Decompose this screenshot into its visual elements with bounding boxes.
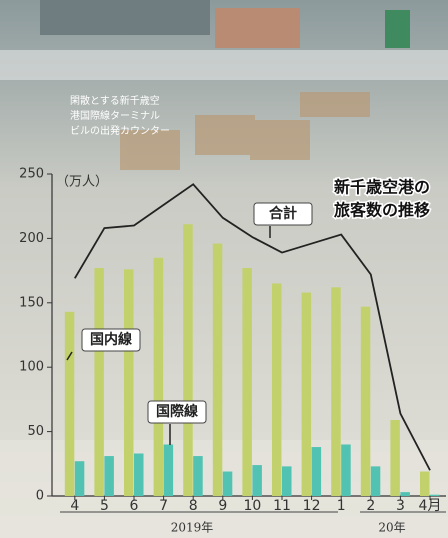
year-label: 20年: [378, 521, 405, 535]
callout-box: [81, 328, 141, 352]
photo-wall: [215, 8, 300, 48]
x-tick-label: 11: [273, 498, 291, 514]
bar: [242, 268, 252, 496]
caption-line: 港国際線ターミナル: [70, 109, 160, 122]
callout-box: [147, 400, 207, 424]
photo-counter: [0, 50, 448, 80]
bar: [301, 292, 312, 496]
year-label: 2019年: [171, 521, 214, 535]
bar: [272, 283, 282, 496]
y-unit: （万人）: [56, 175, 108, 190]
y-tick-label: 200: [19, 231, 44, 246]
x-tick-label: 7: [159, 498, 168, 514]
x-tick-label: 1: [337, 498, 346, 514]
bar: [430, 494, 440, 496]
bar: [94, 268, 104, 496]
bar: [341, 444, 351, 496]
bar: [64, 311, 75, 496]
bar: [400, 492, 410, 496]
photo-seats: [120, 92, 370, 170]
series-label: 国際線: [156, 403, 198, 420]
chart-title: 新千歳空港の: [334, 178, 430, 197]
x-tick-label: 9: [218, 498, 227, 514]
bar: [282, 466, 292, 496]
bar: [390, 420, 400, 496]
x-tick-label: 4月: [419, 498, 442, 514]
bar: [331, 287, 341, 496]
bar: [212, 243, 223, 496]
y-tick-label: 250: [19, 167, 44, 182]
callout-leader: [66, 351, 73, 361]
bar: [252, 465, 262, 496]
callout-box: [253, 202, 313, 226]
bar: [183, 224, 193, 496]
y-tick-label: 100: [19, 360, 44, 375]
bar: [193, 456, 203, 496]
chart-title: 旅客数の推移: [334, 201, 430, 220]
bar: [360, 306, 371, 496]
caption-line: ビルの出発カウンター: [70, 124, 170, 137]
bar: [163, 444, 174, 496]
y-tick-label: 150: [19, 295, 44, 310]
bar: [222, 471, 233, 496]
bar: [124, 269, 134, 496]
x-tick-label: 8: [189, 498, 198, 514]
caption-line: 閑散とする新千歳空: [70, 94, 160, 107]
bar: [153, 257, 164, 496]
y-tick-label: 0: [36, 489, 44, 504]
x-tick-label: 4: [70, 498, 79, 514]
bar: [370, 466, 381, 496]
x-tick-label: 2: [366, 498, 375, 514]
series-label: 合計: [269, 205, 297, 222]
bar: [311, 447, 322, 496]
photo-caption: 閑散とする新千歳空 港国際線ターミナル ビルの出発カウンター: [70, 94, 170, 137]
bar: [74, 461, 85, 496]
x-tick-label: 10: [243, 498, 261, 514]
x-tick-label: 6: [130, 498, 139, 514]
bar: [420, 471, 430, 496]
x-tick-label: 5: [100, 498, 109, 514]
x-tick-label: 3: [396, 498, 405, 514]
bar: [104, 456, 114, 496]
series-label: 国内線: [90, 331, 132, 348]
y-tick-label: 50: [27, 424, 44, 439]
bar: [134, 453, 144, 496]
total-line: [74, 183, 431, 471]
x-tick-label: 12: [303, 498, 321, 514]
photo-sign: [385, 10, 410, 48]
photo-window: [40, 0, 210, 35]
